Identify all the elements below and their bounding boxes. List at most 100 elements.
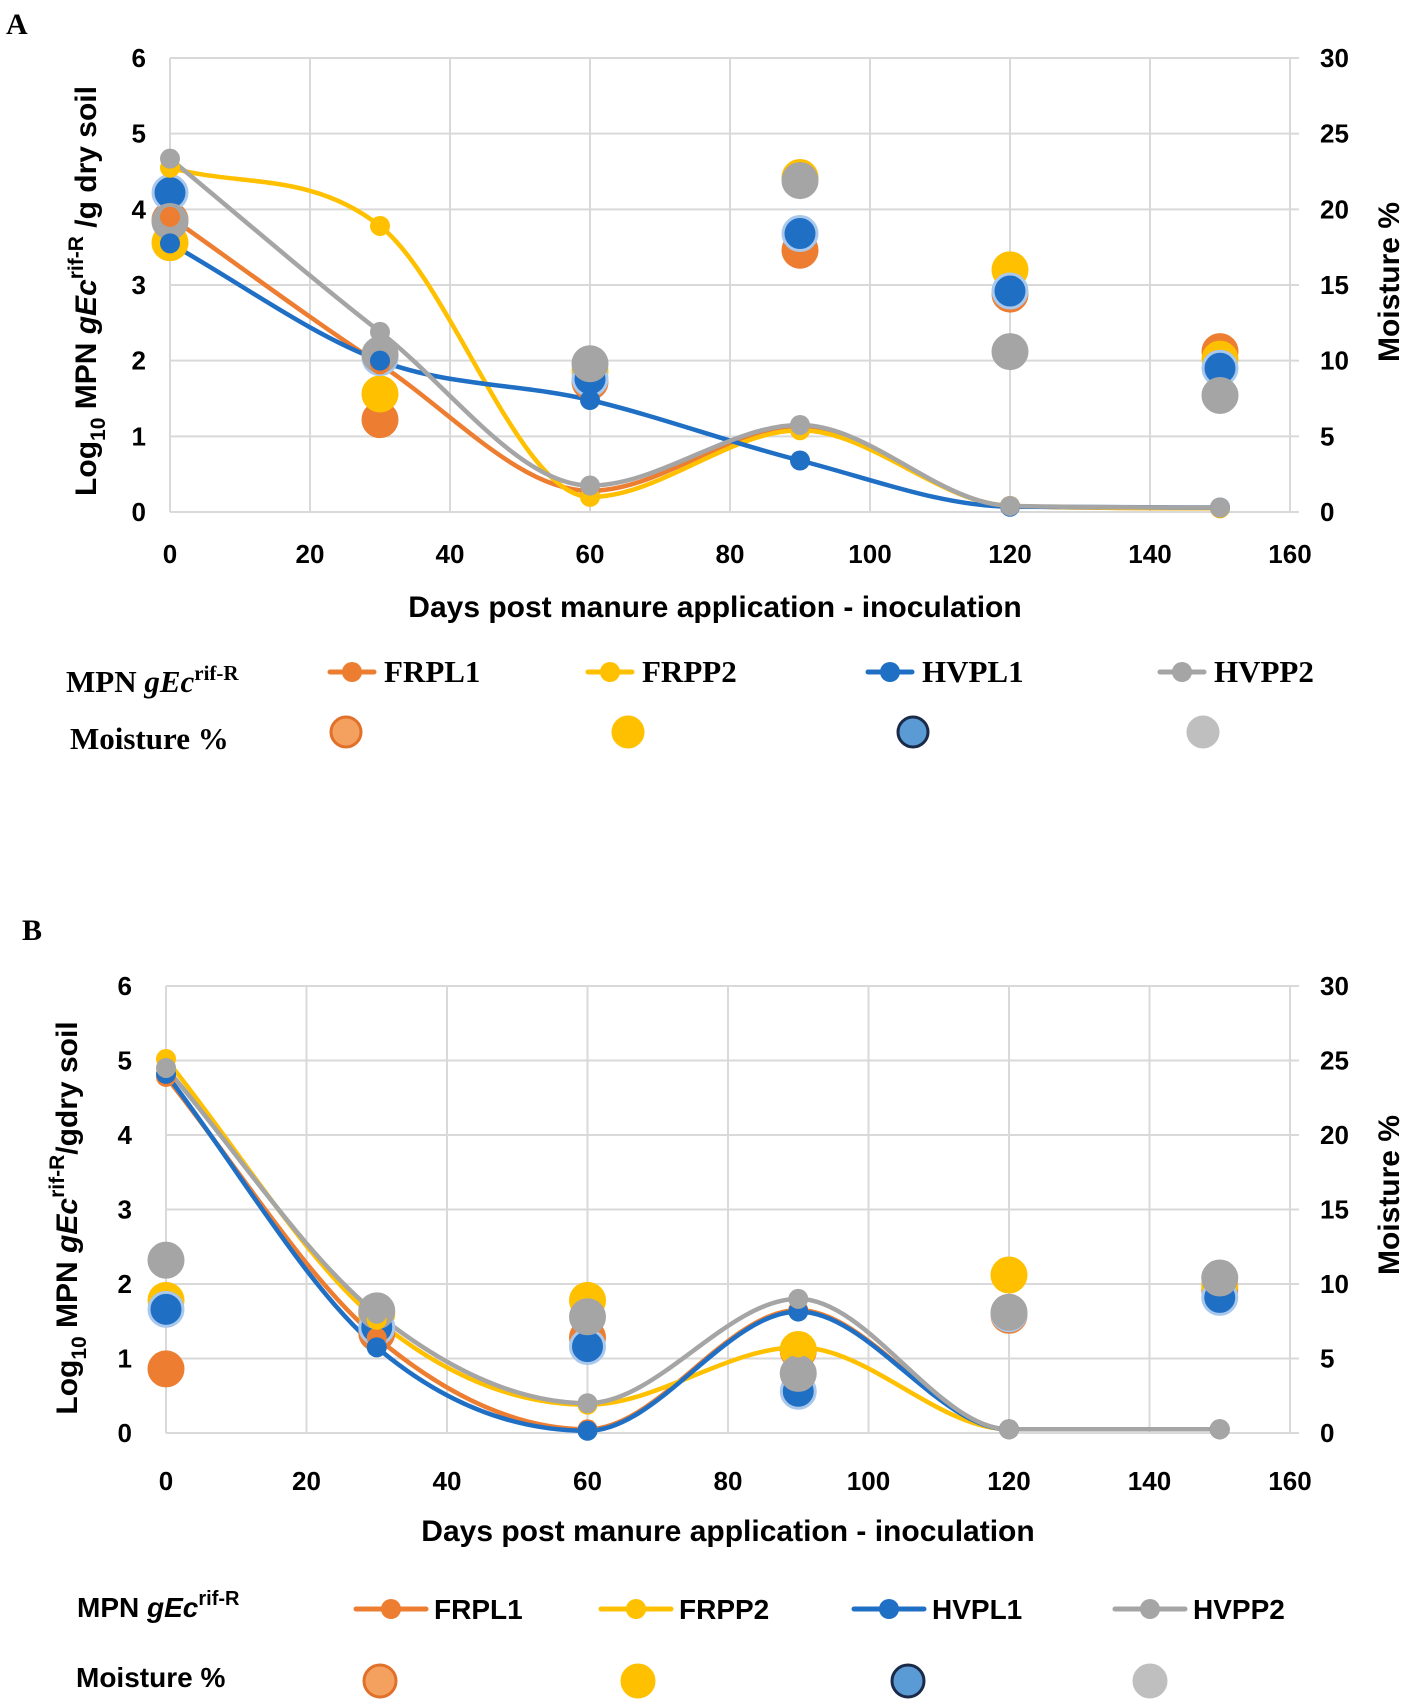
y2-tick-label: 30: [1320, 43, 1349, 73]
y-tick-label: 1: [118, 1344, 132, 1374]
moisture-marker-hvpp2: [991, 333, 1029, 371]
legend-point-hvpp2: [1140, 1599, 1160, 1619]
legend-label-hvpl1: HVPL1: [932, 1594, 1022, 1625]
y2-tick-label: 15: [1320, 1195, 1349, 1225]
y2-tick-label: 30: [1320, 971, 1349, 1001]
ylabel-superscript: rif-R: [65, 236, 88, 279]
y2-tick-label: 20: [1320, 194, 1349, 224]
ylabel-log: Log: [51, 1360, 84, 1415]
y2-tick-label: 5: [1320, 1344, 1334, 1374]
panel-a-x-axis-title: Days post manure application - inoculati…: [408, 591, 1021, 624]
moisture-marker-frpp2: [990, 1256, 1028, 1294]
x-tick-label: 160: [1268, 539, 1311, 569]
moisture-marker-frpl1: [147, 1350, 185, 1388]
ylabel-gec: gEc: [70, 279, 103, 335]
legend-superscript: rif-R: [198, 1588, 240, 1610]
panel-b-y-axis-title: Log10 MPN gEcrif-R/gdry soil: [46, 1021, 91, 1414]
legend-gec-text: gEc: [146, 1592, 199, 1623]
legend-moisture-marker-hvpp2: [1186, 715, 1220, 749]
y-tick-label: 2: [132, 346, 146, 376]
y2-tick-label: 0: [1320, 497, 1334, 527]
legend-label-frpl1: FRPL1: [434, 1594, 523, 1625]
moisture-marker-hvpp2: [1201, 1259, 1239, 1297]
series-point-hvpl1: [580, 390, 600, 411]
moisture-marker-hvpp2: [781, 162, 819, 200]
legend-moisture-marker-frpp2: [611, 715, 645, 749]
ylabel-mpn: MPN: [70, 334, 103, 417]
ylabel-subscript: 10: [87, 418, 110, 441]
x-tick-label: 140: [1128, 539, 1171, 569]
y2-tick-label: 5: [1320, 421, 1334, 451]
legend-point-hvpl1: [879, 1599, 899, 1619]
legend-point-hvpp2: [1172, 662, 1192, 682]
legend-moisture-marker-hvpl1: [890, 1663, 926, 1699]
series-point-frpp2: [788, 1337, 809, 1358]
moisture-marker-frpp2: [361, 375, 399, 413]
y2-tick-label: 15: [1320, 270, 1349, 300]
panel-b-series-lines: [163, 1056, 1223, 1434]
legend-moisture-marker-hvpp2: [1132, 1663, 1168, 1699]
panel-b-legend-mpn-label: MPN gEcrif-R: [77, 1588, 240, 1623]
legend-point-frpl1: [342, 662, 362, 682]
y2-tick-label: 10: [1320, 1269, 1349, 1299]
panel-a-legend: FRPL1 FRPP2 HVPL1 HVPP2: [327, 654, 1314, 749]
legend-mpn-text: MPN: [77, 1592, 147, 1623]
series-point-hvpp2: [577, 1393, 598, 1414]
series-line-hvpl1: [167, 241, 1223, 510]
series-point-hvpp2: [999, 1419, 1019, 1440]
x-tick-label: 20: [292, 1466, 321, 1496]
panel-a-y-axis-title: Log10 MPN gEcrif-R /g dry soil: [65, 86, 110, 496]
series-point-hvpp2: [370, 321, 390, 342]
panel-a: A 0 20 40 60 80 100 120 140 16001234560510152025…: [6, 8, 1406, 756]
y-tick-label: 6: [132, 43, 146, 73]
moisture-marker-hvpp2: [779, 1354, 817, 1392]
x-tick-label: 80: [714, 1466, 743, 1496]
series-point-hvpl1: [160, 233, 180, 254]
y-tick-label: 3: [118, 1195, 132, 1225]
series-point-hvpp2: [160, 148, 180, 169]
panel-a-gridlines: [169, 57, 1299, 513]
panel-b-legend-moisture-label: Moisture %: [76, 1662, 225, 1693]
series-point-hvpp2: [366, 1303, 387, 1324]
series-point-frpp2: [370, 215, 390, 236]
panel-a-series-points: [160, 148, 1230, 519]
x-tick-label: 140: [1128, 1466, 1171, 1496]
series-point-hvpp2: [580, 475, 600, 496]
ylabel-gec: gEc: [51, 1198, 84, 1254]
legend-moisture-marker-frpl1: [362, 1663, 398, 1699]
x-tick-label: 60: [576, 539, 605, 569]
legend-label-frpp2: FRPP2: [679, 1594, 769, 1625]
panel-a-letter: A: [6, 8, 28, 41]
panel-b-gridlines: [165, 985, 1299, 1434]
legend-label-hvpp2: HVPP2: [1214, 654, 1314, 689]
series-point-hvpp2: [1000, 495, 1020, 516]
panel-b-x-axis-title: Days post manure application - inoculati…: [421, 1515, 1034, 1548]
y-tick-label: 5: [118, 1046, 132, 1076]
ylabel-log: Log: [70, 441, 103, 496]
y2-tick-label: 0: [1320, 1418, 1334, 1448]
series-point-hvpp2: [788, 1288, 809, 1309]
moisture-marker-hvpl1: [781, 215, 819, 253]
series-point-hvpl1: [790, 450, 810, 471]
legend-mpn-text: MPN: [66, 664, 144, 699]
x-tick-label: 0: [163, 539, 177, 569]
moisture-marker-hvpl1: [991, 272, 1029, 310]
panel-b: B 0 20 40 60 80 100 120 140 16001234560510152025…: [22, 914, 1406, 1699]
series-line-hvpp2: [167, 156, 1223, 510]
y-tick-label: 1: [132, 421, 146, 451]
moisture-marker-hvpp2: [1201, 376, 1239, 414]
panel-b-series-points: [156, 1049, 1230, 1441]
moisture-marker-hvpp2: [147, 1241, 185, 1279]
ylabel-superscript: rif-R: [46, 1155, 69, 1198]
panel-a-legend-mpn-label: MPN gEcrif-R: [66, 661, 239, 699]
legend-label-hvpl1: HVPL1: [922, 654, 1024, 689]
x-tick-label: 120: [988, 539, 1031, 569]
legend-superscript: rif-R: [194, 661, 239, 685]
x-tick-label: 60: [573, 1466, 602, 1496]
moisture-marker-hvpp2: [990, 1293, 1028, 1331]
legend-label-frpp2: FRPP2: [642, 654, 737, 689]
x-tick-label: 40: [436, 539, 465, 569]
x-tick-label: 40: [433, 1466, 462, 1496]
